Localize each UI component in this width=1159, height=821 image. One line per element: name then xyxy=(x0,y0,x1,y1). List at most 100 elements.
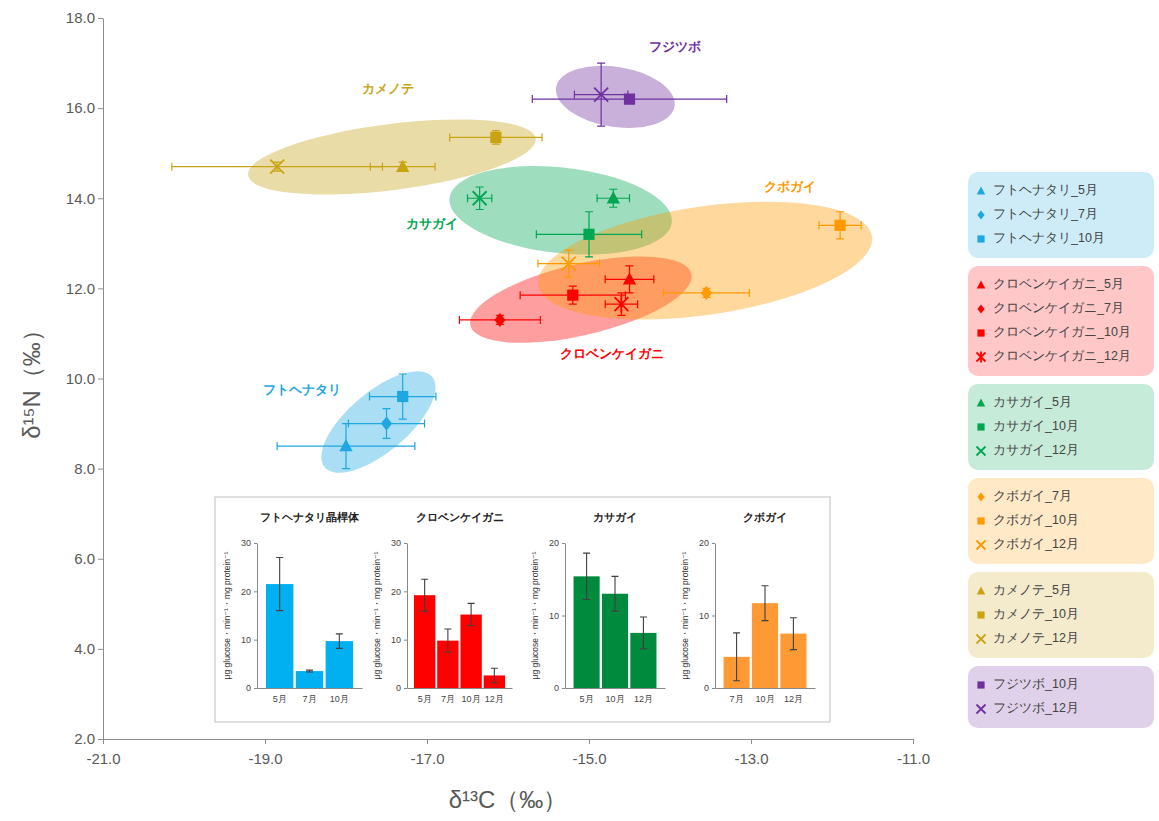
y-tick-mark xyxy=(712,688,715,689)
y-tick: 4.0 xyxy=(74,640,103,657)
point xyxy=(473,191,487,205)
legend-marker xyxy=(977,235,984,242)
group-label: フジツボ xyxy=(649,39,701,54)
y-tick-label: 6.0 xyxy=(74,550,95,567)
y-tick-label: 10 xyxy=(391,635,401,645)
legend-marker xyxy=(977,705,986,714)
x-tick: 7月 xyxy=(302,688,316,704)
y-tick-mark xyxy=(98,379,103,380)
x-axis: 5月10月12月 xyxy=(566,688,666,704)
legend-label: フトヘナタリ_10月 xyxy=(993,231,1105,245)
y-tick: 20 xyxy=(391,587,407,597)
y-axis-line xyxy=(103,19,104,740)
x-tick: 12月 xyxy=(485,688,504,704)
x-tick-mark xyxy=(427,739,428,744)
y-axis-title: δ¹⁵N（‰） xyxy=(18,318,45,439)
y-tick: 18.0 xyxy=(66,9,103,26)
x-tick-label: -17.0 xyxy=(410,750,444,767)
y-tick-mark xyxy=(562,688,565,689)
y-tick-mark xyxy=(404,640,407,641)
group-ellipse xyxy=(244,106,540,208)
x-tick: 10月 xyxy=(330,688,349,704)
y-tick: 0 xyxy=(246,683,257,693)
x-tick-label: -15.0 xyxy=(572,750,606,767)
legend-label: フトヘナタリ_7月 xyxy=(993,207,1098,221)
legend-label: フトヘナタリ_5月 xyxy=(993,183,1098,197)
error-bar xyxy=(444,629,451,652)
point xyxy=(490,132,501,143)
y-tick-label: 10 xyxy=(699,611,709,621)
x-tick-label: 7月 xyxy=(302,694,316,704)
y-axis: 01020 xyxy=(699,538,716,693)
y-tick-label: 10 xyxy=(241,635,251,645)
point xyxy=(562,257,576,271)
series-group xyxy=(538,212,861,300)
point xyxy=(381,417,392,431)
y-tick-mark xyxy=(562,616,565,617)
x-tick-label: 5月 xyxy=(273,694,287,704)
panel-title: カサガイ xyxy=(593,511,637,523)
bar-panel: クボガイ010207月10月12月μg glucose・min⁻¹・mg pro… xyxy=(680,511,816,704)
x-axis: 5月7月10月12月 xyxy=(408,688,513,704)
x-tick-mark xyxy=(589,739,590,744)
x-tick-label: 5月 xyxy=(580,694,594,704)
x-tick-label: 7月 xyxy=(730,694,744,704)
y-tick-mark xyxy=(562,543,565,544)
y-tick-label: 18.0 xyxy=(66,9,95,26)
chart-root: -21.0-19.0-17.0-15.0-13.0-11.02.04.06.08… xyxy=(0,0,1159,821)
y-tick-label: 16.0 xyxy=(66,99,95,116)
legend-label: カサガイ_10月 xyxy=(993,419,1079,433)
y-tick-label: 20 xyxy=(241,587,251,597)
y-tick-mark xyxy=(98,288,103,289)
series-group xyxy=(459,266,653,327)
error-bar xyxy=(468,603,475,625)
group-label: カサガイ xyxy=(406,216,458,231)
series-group xyxy=(172,131,542,174)
group-ellipse xyxy=(551,58,679,136)
y-tick-mark xyxy=(254,688,257,689)
legend-marker xyxy=(977,399,986,407)
legend-marker xyxy=(977,423,984,430)
x-tick-mark xyxy=(751,739,752,744)
legend-marker xyxy=(977,211,984,220)
y-tick: 10 xyxy=(241,635,257,645)
legend-marker xyxy=(977,329,984,336)
legend-marker xyxy=(977,635,986,644)
legend-marker xyxy=(977,352,986,363)
x-axis: 5月 7月 10月 xyxy=(258,688,363,704)
y-axis: 2.04.06.08.010.012.014.016.018.0 xyxy=(66,9,104,747)
x-tick-label: -19.0 xyxy=(248,750,282,767)
legend-marker xyxy=(977,587,986,595)
x-axis-line xyxy=(104,739,914,740)
legend-marker xyxy=(977,611,984,618)
panel-title: クボガイ xyxy=(743,511,787,523)
y-tick: 30 xyxy=(391,538,407,548)
error-bar xyxy=(640,617,647,649)
legend-label: カメノテ_12月 xyxy=(993,631,1079,645)
legend-label: クロベンケイガニ_7月 xyxy=(993,301,1124,315)
y-tick-mark xyxy=(98,739,103,740)
panel-title: クロベンケイガニ xyxy=(416,511,504,523)
bar-panel: カサガイ010205月10月12月μg glucose・min⁻¹・mg pro… xyxy=(530,511,666,704)
y-tick-label: 4.0 xyxy=(74,640,95,657)
y-tick-mark xyxy=(98,649,103,650)
legend-label: クロベンケイガニ_5月 xyxy=(993,277,1124,291)
legend-label: クボガイ_12月 xyxy=(993,537,1079,551)
y-tick-label: 12.0 xyxy=(66,280,95,297)
y-axis-line xyxy=(407,544,408,689)
y-tick-mark xyxy=(254,640,257,641)
legend-label: カメノテ_10月 xyxy=(993,607,1079,621)
x-tick: -13.0 xyxy=(734,739,768,767)
point xyxy=(339,439,352,451)
x-tick-mark xyxy=(103,739,104,744)
x-tick: -17.0 xyxy=(410,739,444,767)
legend-marker xyxy=(977,541,986,550)
y-tick-label: 2.0 xyxy=(74,730,95,747)
y-tick-mark xyxy=(98,198,103,199)
error-bar xyxy=(762,586,769,621)
group-label: カメノテ xyxy=(362,81,414,96)
x-tick-label: 10月 xyxy=(605,694,624,704)
y-tick-label: 10.0 xyxy=(66,370,95,387)
x-axis-line xyxy=(716,688,816,689)
group-label: フトヘナタリ xyxy=(263,382,341,397)
